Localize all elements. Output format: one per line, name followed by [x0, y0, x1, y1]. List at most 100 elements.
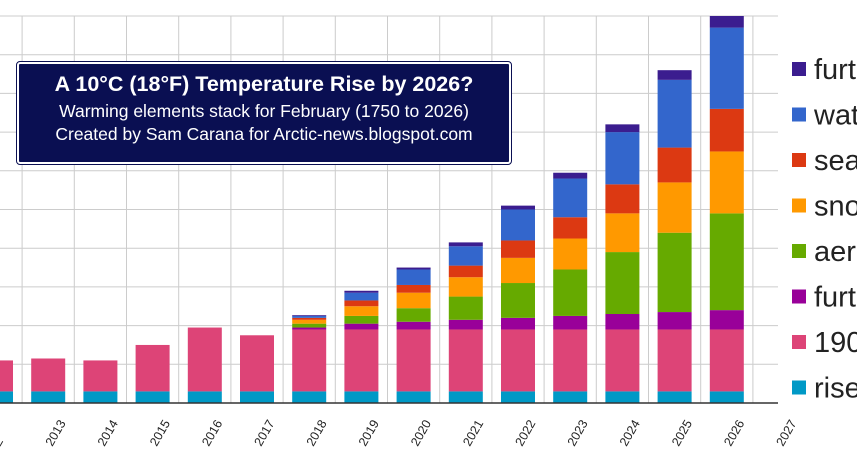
bar-segment: [292, 391, 327, 403]
bar-segment: [344, 391, 379, 403]
x-tick-label: 2016: [199, 417, 225, 448]
bar-segment: [396, 391, 431, 403]
bar-segment: [605, 213, 640, 253]
chart-subtitle: Warming elements stack for February (175…: [59, 101, 469, 121]
title-box: A 10°C (18°F) Temperature Rise by 2026? …: [16, 61, 512, 165]
bar-segment: [187, 391, 222, 403]
bar-segment: [553, 269, 588, 316]
bar-segment: [553, 178, 588, 218]
legend-swatch: [792, 289, 806, 304]
bar-segment: [657, 391, 692, 403]
chart-legend: furt wat sea sno aer furt 190 rise: [792, 54, 857, 405]
bar-segment: [448, 391, 483, 403]
bar-segment: [605, 391, 640, 403]
legend-label: 190: [814, 327, 857, 359]
bar-segment: [605, 184, 640, 214]
bar-segment: [553, 217, 588, 239]
bar-segment: [292, 315, 327, 318]
bar-segment: [31, 391, 66, 403]
x-tick-label: 2015: [147, 417, 173, 448]
bar-segment: [553, 238, 588, 270]
legend-swatch: [792, 335, 806, 349]
bar-segment: [344, 315, 379, 324]
bar-segment: [396, 267, 431, 270]
bar-segment: [187, 327, 222, 392]
bar-segment: [501, 205, 535, 210]
x-tick-label: 2019: [356, 417, 382, 448]
bar-segment: [709, 108, 744, 152]
bar-segment: [657, 329, 692, 392]
bar-segment: [448, 329, 483, 392]
legend-swatch: [792, 107, 806, 122]
x-tick-label: 2013: [43, 417, 69, 448]
bar-segment: [240, 335, 274, 392]
legend-label: sno: [814, 191, 857, 223]
bar-segment: [292, 319, 327, 324]
x-tick-label: 2017: [251, 417, 277, 448]
bar-segment: [83, 391, 118, 403]
bar-segment: [31, 358, 66, 392]
bar-segment: [396, 329, 431, 392]
bar-segment: [396, 308, 431, 322]
legend-swatch: [792, 380, 806, 395]
bar-segment: [709, 16, 744, 28]
bar-segment: [657, 70, 692, 80]
bar-segment: [135, 344, 170, 392]
bar-segment: [0, 391, 13, 403]
bar-segment: [448, 265, 483, 278]
bar-segment: [605, 329, 640, 392]
bar-segment: [0, 360, 13, 392]
bar-segment: [605, 313, 640, 330]
bar-segment: [657, 232, 692, 313]
chart-credit: Created by Sam Carana for Arctic-news.bl…: [55, 124, 473, 144]
bar-segment: [657, 312, 692, 330]
bar-segment: [292, 317, 327, 320]
bar-segment: [657, 79, 692, 148]
x-tick-label: 2023: [565, 417, 591, 448]
bar-segment: [501, 283, 535, 318]
bar-segment: [344, 329, 379, 392]
bar-segment: [605, 252, 640, 314]
bar-segment: [292, 323, 327, 328]
bar-segment: [501, 209, 535, 241]
bar-segment: [292, 327, 327, 330]
bar-segment: [396, 269, 431, 285]
bar-segment: [657, 147, 692, 183]
legend-swatch: [792, 244, 806, 258]
bar-segment: [396, 292, 431, 309]
legend-label: wat: [813, 100, 857, 132]
legend-swatch: [792, 198, 806, 213]
x-tick-label: 2027: [773, 417, 799, 448]
bar-segment: [292, 329, 327, 392]
bar-segment: [448, 319, 483, 330]
bar-segment: [448, 296, 483, 320]
bar-segment: [709, 329, 744, 392]
bar-segment: [292, 315, 327, 316]
bar-segment: [501, 257, 535, 284]
legend-swatch: [792, 153, 806, 167]
bar-segment: [344, 290, 379, 293]
bar-segment: [501, 317, 535, 330]
bar-segment: [553, 329, 588, 392]
x-tick-label: 2: [0, 435, 6, 448]
x-tick-label: 2014: [95, 417, 121, 448]
bar-segment: [657, 182, 692, 233]
x-tick-label: 2021: [460, 417, 486, 448]
bar-segment: [344, 300, 379, 307]
x-tick-label: 2026: [721, 417, 747, 448]
bar-segment: [553, 172, 588, 179]
x-tick-label: 2024: [617, 417, 643, 448]
chart-bars: [0, 16, 744, 403]
bar-segment: [448, 277, 483, 297]
legend-swatch: [792, 62, 806, 76]
x-tick-label: 2020: [408, 417, 434, 448]
x-tick-labels: 2 2013 2014 2015 2016 2017 2018 2019 2020 2021 202…: [0, 417, 800, 448]
bar-segment: [448, 246, 483, 266]
bar-segment: [709, 151, 744, 214]
legend-label: aer: [814, 236, 856, 268]
x-tick-label: 2025: [669, 417, 695, 448]
bar-segment: [605, 132, 640, 185]
bar-segment: [709, 310, 744, 330]
bar-segment: [344, 292, 379, 301]
